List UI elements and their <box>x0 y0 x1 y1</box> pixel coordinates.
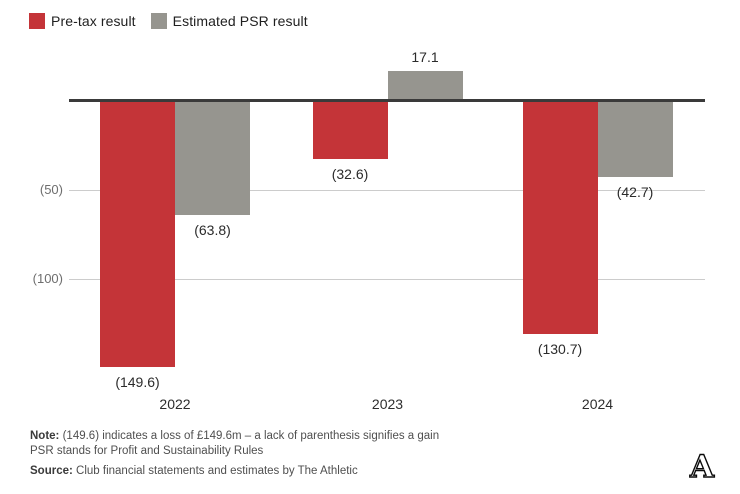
y-axis-tick-label: (50) <box>39 182 63 197</box>
x-axis-category-label: 2023 <box>371 396 404 412</box>
bar-psr-2022 <box>175 101 250 215</box>
legend-label-psr: Estimated PSR result <box>172 13 308 29</box>
bar-value-label: (149.6) <box>115 374 160 391</box>
bar-psr-2023 <box>387 70 463 101</box>
psr-swatch-icon <box>150 13 167 29</box>
svg-text:A: A <box>689 449 715 484</box>
bar-pretax-2023 <box>312 101 388 160</box>
note-text: Note: (149.6) indicates a loss of £149.6… <box>30 429 439 458</box>
bar-psr-2024 <box>597 101 673 177</box>
source-text: Source: Club financial statements and es… <box>30 464 439 479</box>
note-line1: (149.6) indicates a loss of £149.6m – a … <box>62 430 440 442</box>
legend-item-psr: Estimated PSR result <box>150 13 308 29</box>
footnotes: Note: (149.6) indicates a loss of £149.6… <box>30 429 439 479</box>
pretax-swatch-icon <box>29 13 45 29</box>
x-axis-category-label: 2024 <box>581 396 614 412</box>
legend-label-pretax: Pre-tax result <box>51 13 136 29</box>
bar-value-label: 17.1 <box>411 48 439 65</box>
note-line2: PSR stands for Profit and Sustainability… <box>30 444 264 457</box>
bar-value-label: (130.7) <box>537 340 583 357</box>
legend: Pre-tax result Estimated PSR result <box>29 13 308 29</box>
source-label: Source: <box>30 465 73 477</box>
y-axis-tick-label: (100) <box>32 271 63 286</box>
bar-value-label: (32.6) <box>331 166 369 183</box>
bar-value-label: (42.7) <box>616 184 654 200</box>
legend-item-pretax: Pre-tax result <box>29 13 136 29</box>
gridline <box>69 278 705 280</box>
x-axis-category-label: 2022 <box>159 396 191 412</box>
note-label: Note: <box>30 430 60 442</box>
bar-value-label: (63.8) <box>194 221 231 238</box>
gridline <box>69 189 705 191</box>
source-line: Club financial statements and estimates … <box>76 465 358 477</box>
bar-pretax-2024 <box>522 101 598 334</box>
bar-pretax-2022 <box>100 101 175 368</box>
x-axis-zero-line <box>69 99 705 102</box>
athletic-a-logo-icon: A <box>688 448 715 484</box>
